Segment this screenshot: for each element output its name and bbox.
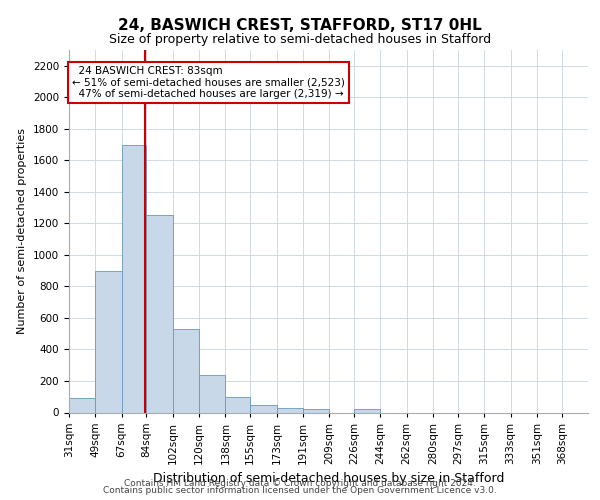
Text: Size of property relative to semi-detached houses in Stafford: Size of property relative to semi-detach… — [109, 32, 491, 46]
Bar — [354, 410, 380, 412]
Bar — [303, 410, 329, 412]
Bar — [199, 374, 226, 412]
Text: Contains HM Land Registry data © Crown copyright and database right 2024.: Contains HM Land Registry data © Crown c… — [124, 478, 476, 488]
Bar — [277, 408, 303, 412]
Bar — [173, 329, 199, 412]
Bar — [250, 404, 277, 412]
Y-axis label: Number of semi-detached properties: Number of semi-detached properties — [17, 128, 28, 334]
Bar — [95, 270, 122, 412]
Bar — [69, 398, 95, 412]
Text: 24, BASWICH CREST, STAFFORD, ST17 0HL: 24, BASWICH CREST, STAFFORD, ST17 0HL — [118, 18, 482, 32]
Text: 24 BASWICH CREST: 83sqm
← 51% of semi-detached houses are smaller (2,523)
  47% : 24 BASWICH CREST: 83sqm ← 51% of semi-de… — [72, 66, 345, 99]
Bar — [226, 396, 250, 412]
Bar — [146, 216, 173, 412]
Text: Contains public sector information licensed under the Open Government Licence v3: Contains public sector information licen… — [103, 486, 497, 495]
Bar — [122, 144, 146, 412]
X-axis label: Distribution of semi-detached houses by size in Stafford: Distribution of semi-detached houses by … — [153, 472, 504, 485]
